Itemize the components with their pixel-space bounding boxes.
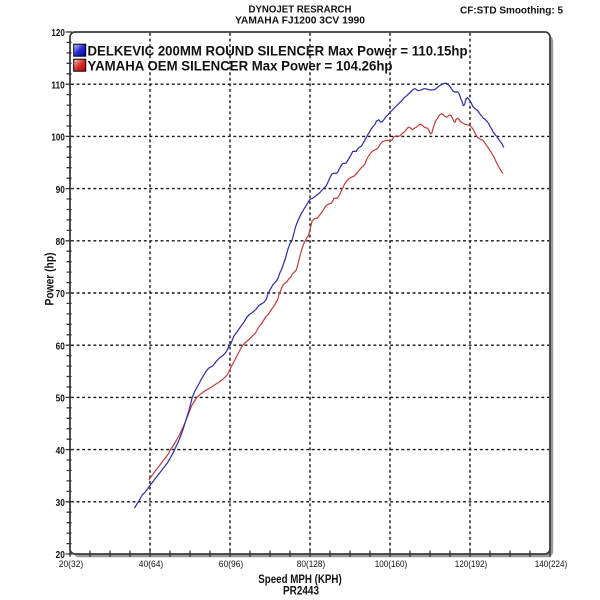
svg-text:DELKEVIC 200MM ROUND SILENCER: DELKEVIC 200MM ROUND SILENCER Max Power …: [88, 44, 468, 59]
svg-text:60(96): 60(96): [219, 559, 243, 569]
svg-text:120: 120: [51, 28, 65, 39]
svg-text:50: 50: [56, 394, 66, 405]
svg-text:70: 70: [56, 289, 66, 300]
svg-text:100(160): 100(160): [375, 559, 408, 569]
svg-text:100: 100: [51, 133, 65, 144]
svg-text:80(128): 80(128): [297, 559, 325, 569]
svg-text:60: 60: [56, 341, 66, 352]
svg-text:80: 80: [56, 237, 66, 248]
svg-text:40: 40: [56, 446, 66, 457]
svg-text:120(192): 120(192): [455, 559, 488, 569]
svg-text:110: 110: [51, 80, 65, 91]
svg-text:40(64): 40(64): [139, 559, 163, 569]
svg-text:Power (hp): Power (hp): [42, 253, 56, 306]
svg-text:DYNOJET RESRARCH: DYNOJET RESRARCH: [249, 5, 352, 16]
svg-text:30: 30: [56, 498, 66, 509]
svg-text:20: 20: [56, 550, 66, 561]
svg-text:CF:STD Smoothing: 5: CF:STD Smoothing: 5: [460, 6, 563, 17]
svg-text:PR2443: PR2443: [283, 585, 319, 597]
svg-text:90: 90: [56, 185, 66, 196]
svg-text:YAMAHA OEM SILENCER Max Power: YAMAHA OEM SILENCER Max Power = 104.26hp: [88, 58, 393, 73]
svg-text:YAMAHA FJ1200 3CV 1990: YAMAHA FJ1200 3CV 1990: [235, 16, 365, 27]
svg-text:20(32): 20(32): [59, 559, 83, 569]
svg-text:140(224): 140(224): [535, 559, 568, 569]
svg-text:Speed MPH (KPH): Speed MPH (KPH): [258, 574, 342, 586]
